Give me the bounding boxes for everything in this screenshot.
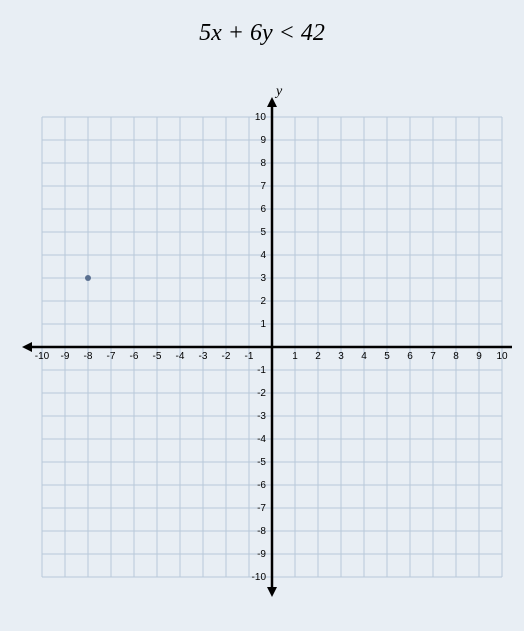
svg-text:-10: -10	[35, 351, 50, 362]
svg-text:-8: -8	[257, 526, 266, 537]
svg-text:7: 7	[430, 351, 436, 362]
coordinate-plane: -10 -9 -8 -7 -6 -5 -4 -3 -2 -1 1 2 3 4 5 6 7 8 9 10 -10 -9 -8 -…	[12, 77, 512, 597]
svg-text:-2: -2	[257, 388, 266, 399]
svg-text:3: 3	[260, 273, 266, 284]
svg-text:5: 5	[384, 351, 390, 362]
svg-text:2: 2	[260, 296, 266, 307]
svg-text:-9: -9	[61, 351, 70, 362]
svg-text:-9: -9	[257, 549, 266, 560]
svg-text:-4: -4	[257, 434, 266, 445]
svg-text:-10: -10	[252, 572, 267, 583]
svg-text:-6: -6	[130, 351, 139, 362]
svg-text:5: 5	[260, 227, 266, 238]
svg-text:10: 10	[496, 351, 508, 362]
svg-text:-7: -7	[107, 351, 116, 362]
svg-text:1: 1	[292, 351, 298, 362]
svg-text:6: 6	[407, 351, 413, 362]
svg-text:1: 1	[260, 319, 266, 330]
svg-text:9: 9	[260, 135, 266, 146]
svg-text:-3: -3	[199, 351, 208, 362]
svg-text:4: 4	[260, 250, 266, 261]
svg-text:7: 7	[260, 181, 266, 192]
svg-text:9: 9	[476, 351, 482, 362]
svg-text:-5: -5	[153, 351, 162, 362]
svg-text:-1: -1	[257, 365, 266, 376]
chart-svg: -10 -9 -8 -7 -6 -5 -4 -3 -2 -1 1 2 3 4 5 6 7 8 9 10 -10 -9 -8 -…	[12, 77, 512, 597]
svg-text:-7: -7	[257, 503, 266, 514]
svg-text:3: 3	[338, 351, 344, 362]
svg-text:-4: -4	[176, 351, 185, 362]
svg-text:y: y	[274, 84, 283, 99]
svg-text:-3: -3	[257, 411, 266, 422]
svg-text:8: 8	[453, 351, 459, 362]
svg-text:2: 2	[315, 351, 321, 362]
svg-text:6: 6	[260, 204, 266, 215]
svg-text:-6: -6	[257, 480, 266, 491]
svg-text:-2: -2	[222, 351, 231, 362]
svg-text:-1: -1	[245, 351, 254, 362]
inequality-title: 5x + 6y < 42	[199, 20, 325, 47]
svg-text:4: 4	[361, 351, 367, 362]
svg-text:10: 10	[255, 112, 267, 123]
svg-text:8: 8	[260, 158, 266, 169]
svg-text:-8: -8	[84, 351, 93, 362]
svg-text:-5: -5	[257, 457, 266, 468]
